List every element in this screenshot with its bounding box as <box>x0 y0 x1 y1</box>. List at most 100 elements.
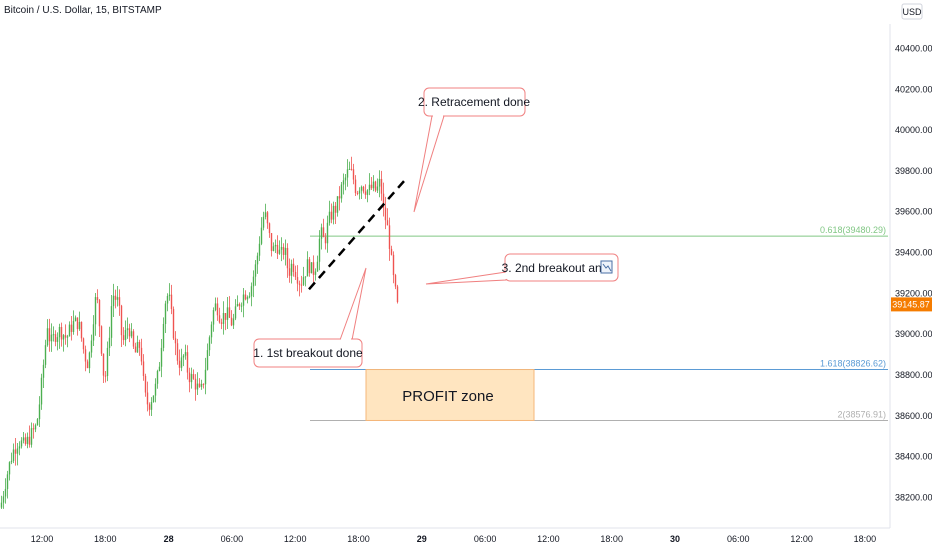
candle-body <box>326 222 329 244</box>
candle-body <box>358 190 361 194</box>
candle-body <box>162 323 165 348</box>
candle-body <box>378 178 381 187</box>
candle-body <box>6 474 9 489</box>
price-tick-label: 38400.00 <box>895 452 932 462</box>
candle-body <box>308 259 311 274</box>
candle-body <box>318 238 321 262</box>
callout-3[interactable]: 3. 2nd breakout and <box>425 253 619 285</box>
candle-body <box>198 383 201 387</box>
candle-body <box>142 361 145 376</box>
svg-text:39145.87: 39145.87 <box>892 299 930 309</box>
candle-body <box>208 337 211 351</box>
candle-body <box>32 428 35 430</box>
candle-body <box>262 216 265 228</box>
candle-body <box>188 372 191 383</box>
price-tick-label: 38200.00 <box>895 492 932 502</box>
candle-body <box>280 246 283 250</box>
candle-body <box>396 286 399 303</box>
profit-zone[interactable] <box>365 369 535 421</box>
candle-body <box>368 184 371 191</box>
callout-box <box>504 253 619 282</box>
candle-body <box>82 338 85 350</box>
candle-body <box>234 306 237 319</box>
price-axis[interactable]: 40400.00 40200.00 40000.00 39800.00 39600.00… <box>895 43 932 502</box>
candle-body <box>296 277 299 284</box>
callout-text: 1. 1st breakout done <box>253 346 363 360</box>
candle-body <box>194 378 197 390</box>
price-tick-label: 39600.00 <box>895 207 932 217</box>
candle-body <box>38 404 41 420</box>
candle-body <box>370 184 373 189</box>
candle-body <box>306 259 309 277</box>
candle-body <box>242 294 245 306</box>
candle-body <box>376 186 379 191</box>
candle-body <box>20 440 23 447</box>
time-tick-label: 12:00 <box>790 534 813 544</box>
candle-body <box>336 196 339 213</box>
candle-body <box>154 383 157 396</box>
candle-body <box>56 337 59 342</box>
candle-body <box>170 294 173 310</box>
candle-body <box>334 205 337 213</box>
candle-body <box>16 448 19 454</box>
time-tick-label: 18:00 <box>94 534 117 544</box>
candle-body <box>260 227 263 244</box>
time-tick-label: 30 <box>670 534 680 544</box>
candle-body <box>52 334 55 336</box>
candle-body <box>10 460 13 463</box>
candle-body <box>312 262 315 275</box>
candle-body <box>244 294 247 300</box>
candle-body <box>48 328 51 342</box>
candle-body <box>104 375 107 377</box>
candle-body <box>86 361 89 369</box>
candle-body <box>270 233 273 251</box>
candle-body <box>118 297 121 306</box>
candle-body <box>382 193 385 208</box>
currency-badge[interactable] <box>901 3 923 20</box>
candle-body <box>232 318 235 326</box>
candle-body <box>324 237 327 244</box>
candle-body <box>156 370 159 384</box>
candle-body <box>168 294 171 297</box>
candle-body <box>60 327 63 340</box>
candle-body <box>250 286 253 297</box>
candle-body <box>172 309 175 339</box>
candle-body <box>140 347 143 362</box>
candle-body <box>290 263 293 276</box>
candle-body <box>316 261 319 272</box>
candle-body <box>42 364 45 378</box>
candle-body <box>66 336 69 338</box>
candle-body <box>30 428 33 445</box>
candle-body <box>294 271 297 278</box>
candle-body <box>248 296 251 298</box>
candle-body <box>126 328 129 331</box>
candle-body <box>212 310 215 325</box>
candle-body <box>264 212 267 217</box>
callout-2[interactable]: 2. Retracement done <box>413 87 530 213</box>
candle-body <box>246 297 249 300</box>
candle-body <box>14 449 17 454</box>
candle-body <box>374 181 377 191</box>
candle-body <box>258 243 261 256</box>
trend-line[interactable] <box>308 180 405 291</box>
time-tick-label: 12:00 <box>284 534 307 544</box>
candle-body <box>116 297 119 300</box>
price-tick-label: 40400.00 <box>895 43 932 53</box>
candle-body <box>292 263 295 272</box>
candle-body <box>166 296 169 304</box>
candle-body <box>148 404 151 410</box>
candle-body <box>152 395 155 402</box>
callout-box <box>423 87 526 117</box>
candle-body <box>342 180 345 185</box>
candle-body <box>54 334 57 342</box>
candle-body <box>356 192 359 194</box>
candle-body <box>338 196 341 199</box>
time-axis[interactable]: 12:00 18:00 28 06:00 12:00 18:00 29 06:00 12:00 1… <box>31 534 876 544</box>
candle-body <box>50 334 53 342</box>
candle-body <box>380 178 383 194</box>
candle-body <box>320 227 323 239</box>
candle-body <box>288 268 291 276</box>
callout-1[interactable]: 1. 1st breakout done <box>253 267 367 368</box>
candle-body <box>62 335 65 340</box>
